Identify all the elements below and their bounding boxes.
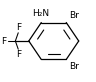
Text: F: F bbox=[16, 23, 21, 32]
Text: Br: Br bbox=[69, 11, 79, 20]
Text: Br: Br bbox=[69, 62, 79, 71]
Text: H₂N: H₂N bbox=[32, 9, 49, 18]
Text: F: F bbox=[16, 50, 21, 59]
Text: F: F bbox=[2, 36, 7, 46]
